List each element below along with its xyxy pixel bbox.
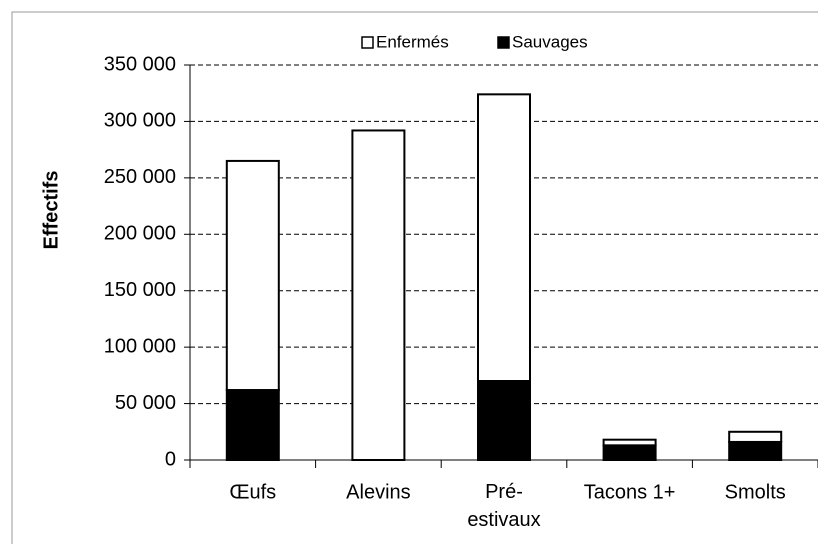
legend-swatch — [497, 36, 510, 49]
y-axis-title: Effectifs — [40, 171, 62, 250]
y-tick-label: 50 000 — [115, 392, 176, 414]
y-tick-label: 150 000 — [104, 279, 176, 301]
bar-segment — [602, 444, 657, 462]
legend-label: Sauvages — [512, 32, 588, 51]
bar-segment — [728, 440, 783, 462]
bar-segment — [225, 389, 280, 461]
bar-segment — [602, 438, 657, 447]
y-tick-label: 350 000 — [104, 53, 176, 75]
y-tick-label: 300 000 — [104, 110, 176, 132]
y-tick-label: 0 — [165, 448, 176, 470]
x-tick-label: Alevins — [346, 481, 410, 503]
x-tick-label: Pré-estivaux — [467, 481, 540, 531]
bar-segment — [477, 380, 531, 461]
x-tick-label: Smolts — [725, 481, 786, 503]
bar-segment — [225, 159, 280, 392]
x-tick-label: Tacons 1+ — [584, 481, 676, 503]
legend-label: Enfermés — [376, 32, 449, 51]
bar-segment — [351, 129, 406, 461]
x-tick-label: Œufs — [229, 481, 276, 503]
y-tick-label: 200 000 — [104, 223, 176, 245]
chart-border — [11, 11, 818, 544]
y-tick-label: 100 000 — [104, 335, 176, 357]
bar-segment — [477, 93, 531, 382]
y-tick-label: 250 000 — [104, 166, 176, 188]
bar-segment — [728, 430, 783, 443]
legend-swatch — [361, 36, 374, 49]
